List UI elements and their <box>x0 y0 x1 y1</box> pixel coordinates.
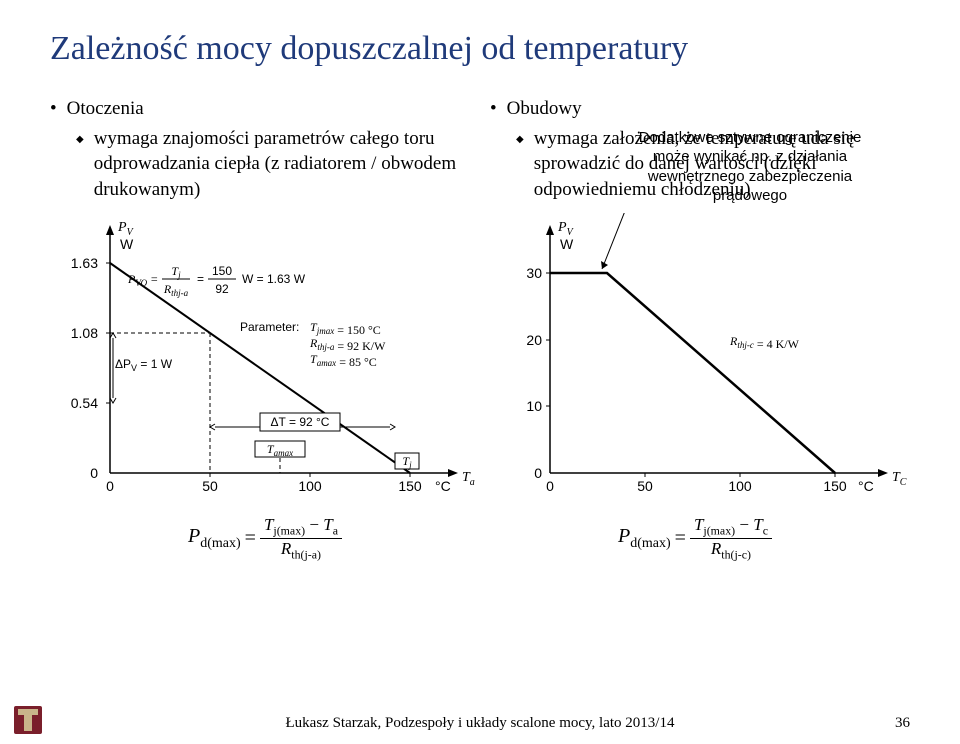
svg-text:°C: °C <box>435 478 451 494</box>
svg-text:Tamax = 85 °C: Tamax = 85 °C <box>310 352 377 369</box>
svg-text:PVO =: PVO = <box>127 272 158 289</box>
footer-text: Łukasz Starzak, Podzespoły i układy scal… <box>0 715 960 732</box>
bullet-1: Obudowy <box>490 96 910 122</box>
svg-text:150: 150 <box>398 478 422 494</box>
svg-text:=: = <box>197 272 204 286</box>
logo-icon <box>12 704 44 736</box>
svg-text:50: 50 <box>637 478 653 494</box>
svg-text:0.54: 0.54 <box>71 395 98 411</box>
svg-text:50: 50 <box>202 478 218 494</box>
svg-text:20: 20 <box>526 332 542 348</box>
svg-text:0: 0 <box>106 478 114 494</box>
svg-text:0: 0 <box>534 465 542 481</box>
svg-text:W: W <box>560 236 574 252</box>
svg-text:30: 30 <box>526 265 542 281</box>
svg-text:Ta: Ta <box>462 470 475 488</box>
svg-text:Rthj-c = 4 K/W: Rthj-c = 4 K/W <box>729 334 800 351</box>
note-text: Dodatkowe sztywne ograniczenie może wyni… <box>620 128 880 206</box>
svg-text:TC: TC <box>892 470 907 488</box>
svg-text:Tj: Tj <box>171 264 181 280</box>
svg-text:ΔT = 92 °C: ΔT = 92 °C <box>271 415 330 429</box>
page-title: Zależność mocy dopuszczalnej od temperat… <box>50 30 910 68</box>
svg-text:0: 0 <box>546 478 554 494</box>
svg-text:Rthj-a = 92 K/W: Rthj-a = 92 K/W <box>309 336 386 353</box>
svg-text:100: 100 <box>728 478 752 494</box>
svg-text:10: 10 <box>526 398 542 414</box>
chart-left: 1.63 1.08 0.54 0 0 50 100 150 °C PV W Ta <box>50 213 490 513</box>
equations-row: Pd(max) = Tj(max) − Ta Rth(j-a) Pd(max) … <box>50 515 910 562</box>
left-column: Otoczenia wymaga znajomości parametrów c… <box>50 96 470 203</box>
bullet-1: Otoczenia <box>50 96 470 122</box>
svg-text:Rthj-a: Rthj-a <box>163 282 189 298</box>
chart-right: Dodatkowe sztywne ograniczenie może wyni… <box>500 213 920 513</box>
page-number: 36 <box>895 715 910 732</box>
svg-text:1.63: 1.63 <box>71 255 98 271</box>
svg-text:Tjmax = 150 °C: Tjmax = 150 °C <box>310 320 381 337</box>
svg-text:W: W <box>120 236 134 252</box>
svg-text:150: 150 <box>823 478 847 494</box>
svg-text:1.08: 1.08 <box>71 325 98 341</box>
svg-text:°C: °C <box>858 478 874 494</box>
svg-text:W = 1.63 W: W = 1.63 W <box>242 272 306 286</box>
svg-text:Parameter:: Parameter: <box>240 320 299 334</box>
equation-left: Pd(max) = Tj(max) − Ta Rth(j-a) <box>188 515 342 562</box>
equation-right: Pd(max) = Tj(max) − Tc Rth(j-c) <box>618 515 772 562</box>
svg-text:100: 100 <box>298 478 322 494</box>
bullet-2: wymaga znajomości parametrów całego toru… <box>76 126 470 203</box>
svg-text:92: 92 <box>215 282 229 296</box>
svg-text:150: 150 <box>212 264 232 278</box>
svg-text:0: 0 <box>90 465 98 481</box>
svg-text:ΔPV = 1 W: ΔPV = 1 W <box>115 357 173 374</box>
